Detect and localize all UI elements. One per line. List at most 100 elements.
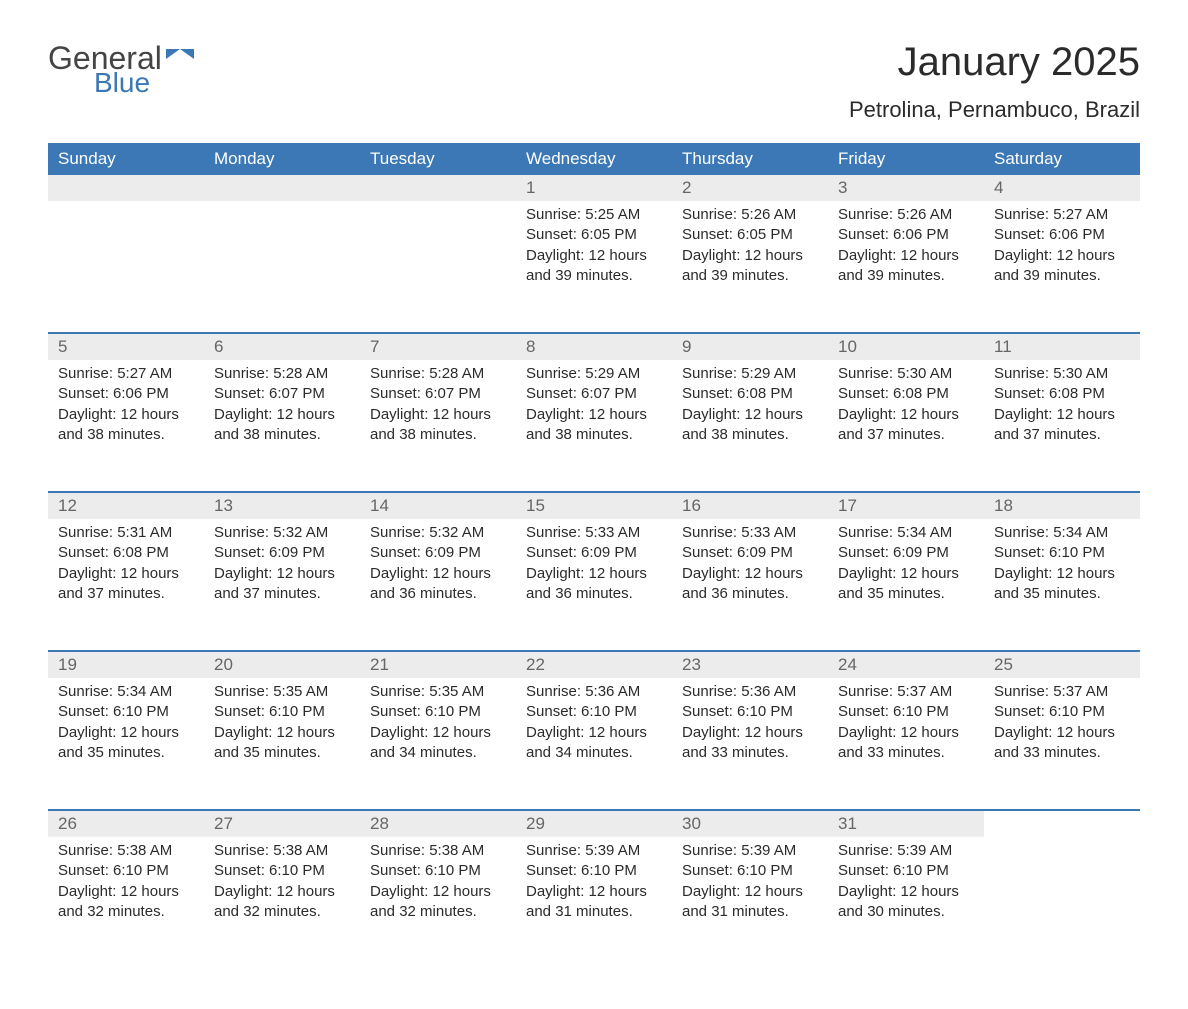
day-number-cell: 1 — [516, 175, 672, 201]
sunrise-line: Sunrise: 5:37 AM — [994, 682, 1130, 702]
day-body-cell: Sunrise: 5:25 AMSunset: 6:05 PMDaylight:… — [516, 201, 672, 333]
day-number-cell — [984, 810, 1140, 837]
daylight-line: Daylight: 12 hours and 39 minutes. — [526, 246, 662, 287]
day-number-cell: 30 — [672, 810, 828, 837]
sunrise-line: Sunrise: 5:38 AM — [58, 841, 194, 861]
day-details: Sunrise: 5:26 AMSunset: 6:05 PMDaylight:… — [672, 201, 828, 296]
day-body-cell: Sunrise: 5:38 AMSunset: 6:10 PMDaylight:… — [360, 837, 516, 969]
day-number-cell: 3 — [828, 175, 984, 201]
day-details: Sunrise: 5:36 AMSunset: 6:10 PMDaylight:… — [516, 678, 672, 773]
calendar-table: SundayMondayTuesdayWednesdayThursdayFrid… — [48, 143, 1140, 969]
day-header: Monday — [204, 143, 360, 175]
sunrise-line: Sunrise: 5:27 AM — [58, 364, 194, 384]
day-body-cell: Sunrise: 5:30 AMSunset: 6:08 PMDaylight:… — [984, 360, 1140, 492]
day-number-cell: 8 — [516, 333, 672, 360]
sunset-line: Sunset: 6:08 PM — [838, 384, 974, 404]
day-details: Sunrise: 5:28 AMSunset: 6:07 PMDaylight:… — [204, 360, 360, 455]
daylight-line: Daylight: 12 hours and 37 minutes. — [214, 564, 350, 605]
day-number-cell: 9 — [672, 333, 828, 360]
day-number-cell: 2 — [672, 175, 828, 201]
day-body-cell: Sunrise: 5:39 AMSunset: 6:10 PMDaylight:… — [672, 837, 828, 969]
sunset-line: Sunset: 6:10 PM — [682, 861, 818, 881]
day-number-cell: 29 — [516, 810, 672, 837]
day-details: Sunrise: 5:34 AMSunset: 6:10 PMDaylight:… — [984, 519, 1140, 614]
day-number-cell: 28 — [360, 810, 516, 837]
day-body-cell: Sunrise: 5:36 AMSunset: 6:10 PMDaylight:… — [672, 678, 828, 810]
sunrise-line: Sunrise: 5:30 AM — [994, 364, 1130, 384]
day-details: Sunrise: 5:27 AMSunset: 6:06 PMDaylight:… — [48, 360, 204, 455]
sunset-line: Sunset: 6:09 PM — [214, 543, 350, 563]
week-daynum-row: 12131415161718 — [48, 492, 1140, 519]
title-block: January 2025 Petrolina, Pernambuco, Braz… — [849, 40, 1140, 135]
day-body-cell — [984, 837, 1140, 969]
day-details: Sunrise: 5:37 AMSunset: 6:10 PMDaylight:… — [828, 678, 984, 773]
page-subtitle: Petrolina, Pernambuco, Brazil — [849, 97, 1140, 123]
sunset-line: Sunset: 6:09 PM — [682, 543, 818, 563]
day-details: Sunrise: 5:37 AMSunset: 6:10 PMDaylight:… — [984, 678, 1140, 773]
daylight-line: Daylight: 12 hours and 31 minutes. — [682, 882, 818, 923]
day-number-cell: 27 — [204, 810, 360, 837]
day-number-cell: 18 — [984, 492, 1140, 519]
day-details: Sunrise: 5:33 AMSunset: 6:09 PMDaylight:… — [672, 519, 828, 614]
day-body-cell: Sunrise: 5:33 AMSunset: 6:09 PMDaylight:… — [516, 519, 672, 651]
sunset-line: Sunset: 6:10 PM — [994, 702, 1130, 722]
daylight-line: Daylight: 12 hours and 35 minutes. — [214, 723, 350, 764]
logo: General Blue — [48, 40, 194, 99]
sunset-line: Sunset: 6:08 PM — [994, 384, 1130, 404]
day-body-cell: Sunrise: 5:32 AMSunset: 6:09 PMDaylight:… — [360, 519, 516, 651]
day-number-cell: 24 — [828, 651, 984, 678]
daylight-line: Daylight: 12 hours and 31 minutes. — [526, 882, 662, 923]
sunrise-line: Sunrise: 5:36 AM — [682, 682, 818, 702]
sunset-line: Sunset: 6:10 PM — [838, 861, 974, 881]
daylight-line: Daylight: 12 hours and 38 minutes. — [214, 405, 350, 446]
daylight-line: Daylight: 12 hours and 30 minutes. — [838, 882, 974, 923]
sunset-line: Sunset: 6:10 PM — [526, 861, 662, 881]
sunrise-line: Sunrise: 5:26 AM — [838, 205, 974, 225]
daylight-line: Daylight: 12 hours and 33 minutes. — [994, 723, 1130, 764]
daylight-line: Daylight: 12 hours and 37 minutes. — [838, 405, 974, 446]
day-body-cell: Sunrise: 5:37 AMSunset: 6:10 PMDaylight:… — [984, 678, 1140, 810]
daylight-line: Daylight: 12 hours and 39 minutes. — [838, 246, 974, 287]
sunrise-line: Sunrise: 5:28 AM — [214, 364, 350, 384]
day-body-cell: Sunrise: 5:28 AMSunset: 6:07 PMDaylight:… — [360, 360, 516, 492]
daylight-line: Daylight: 12 hours and 39 minutes. — [682, 246, 818, 287]
day-header: Friday — [828, 143, 984, 175]
day-details: Sunrise: 5:32 AMSunset: 6:09 PMDaylight:… — [360, 519, 516, 614]
sunset-line: Sunset: 6:10 PM — [370, 861, 506, 881]
day-details: Sunrise: 5:29 AMSunset: 6:07 PMDaylight:… — [516, 360, 672, 455]
daylight-line: Daylight: 12 hours and 33 minutes. — [838, 723, 974, 764]
daylight-line: Daylight: 12 hours and 32 minutes. — [58, 882, 194, 923]
day-body-cell: Sunrise: 5:34 AMSunset: 6:10 PMDaylight:… — [984, 519, 1140, 651]
day-number-cell: 25 — [984, 651, 1140, 678]
daylight-line: Daylight: 12 hours and 32 minutes. — [214, 882, 350, 923]
sunrise-line: Sunrise: 5:32 AM — [370, 523, 506, 543]
week-body-row: Sunrise: 5:34 AMSunset: 6:10 PMDaylight:… — [48, 678, 1140, 810]
logo-flag-icon — [166, 49, 194, 59]
day-body-cell — [48, 201, 204, 333]
day-body-cell: Sunrise: 5:33 AMSunset: 6:09 PMDaylight:… — [672, 519, 828, 651]
day-body-cell: Sunrise: 5:28 AMSunset: 6:07 PMDaylight:… — [204, 360, 360, 492]
day-body-cell: Sunrise: 5:29 AMSunset: 6:08 PMDaylight:… — [672, 360, 828, 492]
daylight-line: Daylight: 12 hours and 33 minutes. — [682, 723, 818, 764]
day-number-cell: 5 — [48, 333, 204, 360]
sunrise-line: Sunrise: 5:29 AM — [526, 364, 662, 384]
sunrise-line: Sunrise: 5:33 AM — [526, 523, 662, 543]
sunset-line: Sunset: 6:06 PM — [994, 225, 1130, 245]
sunset-line: Sunset: 6:08 PM — [58, 543, 194, 563]
day-details: Sunrise: 5:31 AMSunset: 6:08 PMDaylight:… — [48, 519, 204, 614]
day-body-cell: Sunrise: 5:35 AMSunset: 6:10 PMDaylight:… — [360, 678, 516, 810]
sunset-line: Sunset: 6:10 PM — [682, 702, 818, 722]
day-body-cell: Sunrise: 5:38 AMSunset: 6:10 PMDaylight:… — [48, 837, 204, 969]
day-number-cell: 15 — [516, 492, 672, 519]
day-details: Sunrise: 5:30 AMSunset: 6:08 PMDaylight:… — [828, 360, 984, 455]
sunset-line: Sunset: 6:06 PM — [838, 225, 974, 245]
day-body-cell — [204, 201, 360, 333]
day-header: Thursday — [672, 143, 828, 175]
day-details: Sunrise: 5:35 AMSunset: 6:10 PMDaylight:… — [204, 678, 360, 773]
sunset-line: Sunset: 6:10 PM — [58, 861, 194, 881]
sunset-line: Sunset: 6:10 PM — [214, 861, 350, 881]
day-details: Sunrise: 5:34 AMSunset: 6:09 PMDaylight:… — [828, 519, 984, 614]
week-daynum-row: 567891011 — [48, 333, 1140, 360]
sunrise-line: Sunrise: 5:39 AM — [682, 841, 818, 861]
sunset-line: Sunset: 6:09 PM — [370, 543, 506, 563]
